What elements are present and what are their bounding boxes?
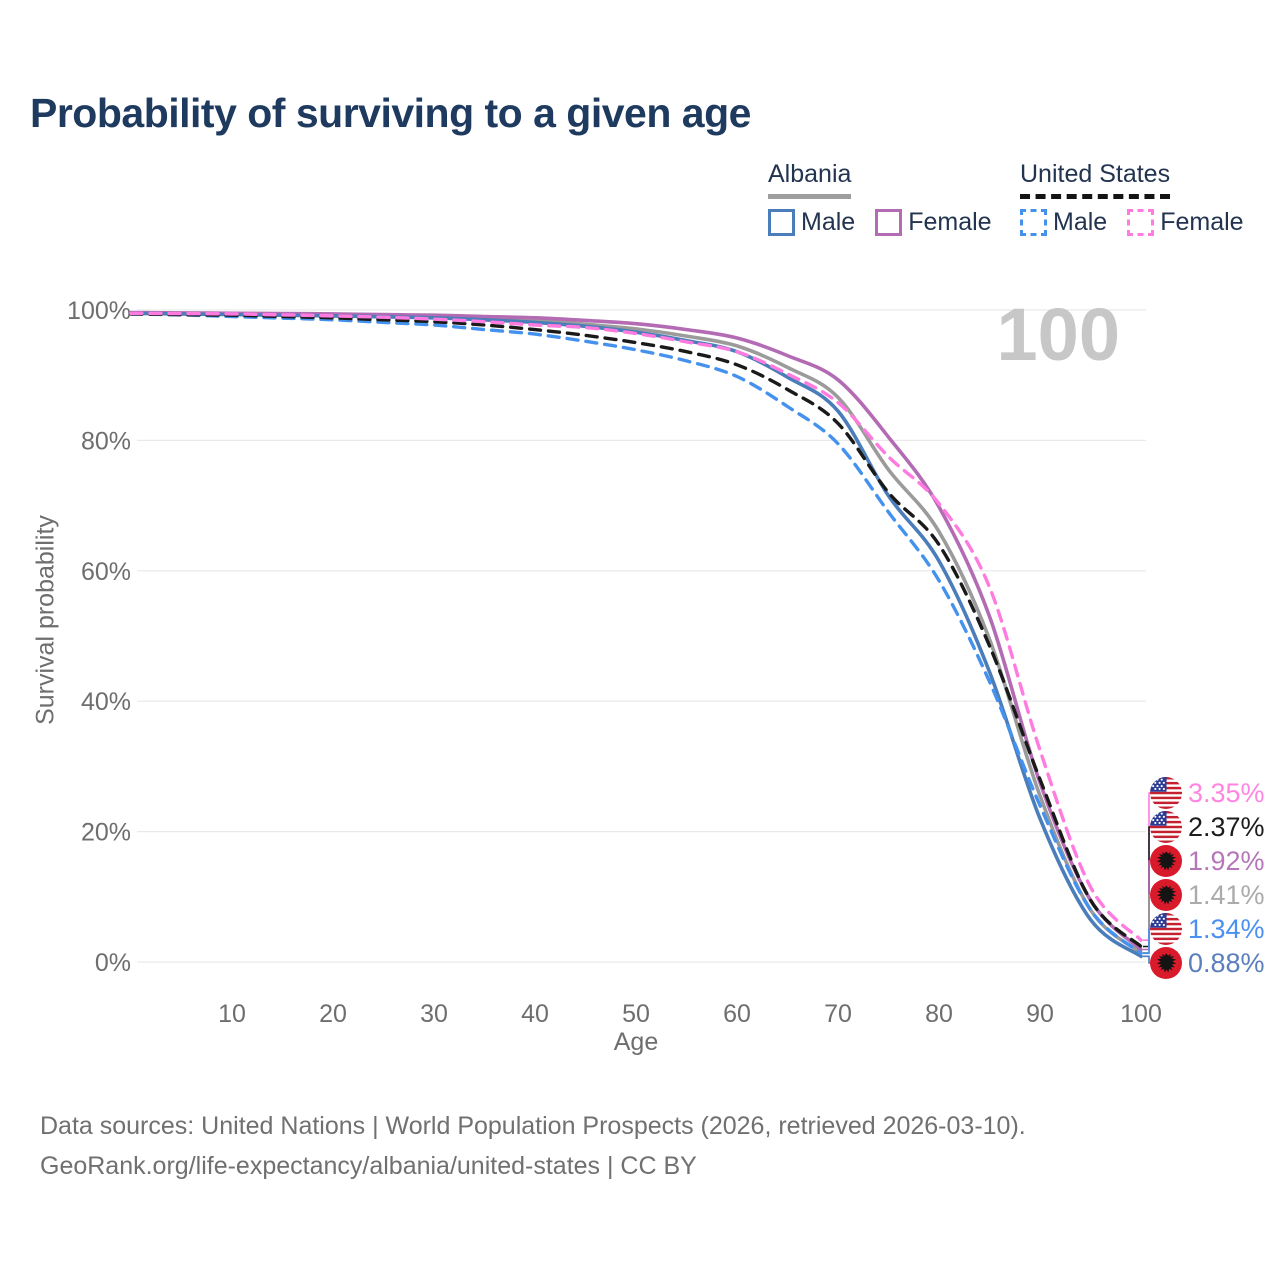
us-male-swatch-icon bbox=[1020, 209, 1047, 236]
legend-group-united-states: United States Male Female bbox=[1020, 160, 1244, 237]
end-label-united-states-male: 1.34% bbox=[1150, 912, 1265, 946]
albania-female-swatch-icon bbox=[875, 209, 903, 236]
y-tick-label: 0% bbox=[95, 949, 131, 977]
legend-label: Female bbox=[1160, 208, 1244, 236]
end-label-united-states-total: 2.37% bbox=[1150, 810, 1265, 844]
end-label-albania-male: 0.88% bbox=[1150, 946, 1265, 980]
legend-group-albania: Albania Male Female bbox=[768, 160, 992, 237]
us-flag-icon bbox=[1150, 777, 1182, 809]
legend-label: Male bbox=[801, 208, 856, 236]
legend-label: Male bbox=[1053, 208, 1108, 236]
end-label-value: 2.37% bbox=[1188, 811, 1265, 842]
end-label-value: 0.88% bbox=[1188, 947, 1265, 978]
albania-flag-icon bbox=[1150, 879, 1182, 911]
albania-male-swatch-icon bbox=[768, 209, 795, 236]
series-line-united-states-male bbox=[129, 312, 1143, 955]
x-tick-label: 30 bbox=[420, 1000, 448, 1028]
series-line-albania-total bbox=[129, 311, 1143, 955]
y-tick-label: 80% bbox=[81, 427, 131, 455]
legend-item-us-female: Female bbox=[1127, 208, 1244, 237]
x-tick-label: 50 bbox=[622, 1000, 650, 1028]
albania-flag-icon bbox=[1150, 845, 1182, 877]
x-tick-label: 80 bbox=[925, 1000, 953, 1028]
albania-flag-icon bbox=[1150, 947, 1182, 979]
page-title: Probability of surviving to a given age bbox=[30, 90, 751, 136]
y-tick-label: 40% bbox=[81, 688, 131, 716]
x-tick-label: 60 bbox=[723, 1000, 751, 1028]
series-line-united-states-total bbox=[129, 312, 1143, 949]
footer-data-sources: Data sources: United Nations | World Pop… bbox=[40, 1112, 1026, 1140]
end-label-albania-total: 1.41% bbox=[1150, 878, 1265, 912]
x-axis-title: Age bbox=[613, 1028, 659, 1056]
x-tick-label: 100 bbox=[1120, 1000, 1162, 1028]
end-label-value: 3.35% bbox=[1188, 777, 1265, 808]
legend-country-albania: Albania bbox=[768, 160, 852, 199]
y-tick-label: 100% bbox=[67, 297, 131, 325]
footer: Data sources: United Nations | World Pop… bbox=[40, 1106, 1026, 1186]
end-label-albania-female: 1.92% bbox=[1150, 844, 1265, 878]
age-counter-watermark: 100 bbox=[996, 293, 1120, 376]
legend-items-united-states: Male Female bbox=[1020, 208, 1244, 237]
x-tick-label: 90 bbox=[1026, 1000, 1054, 1028]
footer-attribution: GeoRank.org/life-expectancy/albania/unit… bbox=[40, 1152, 697, 1180]
legend-item-us-male: Male bbox=[1020, 208, 1107, 237]
end-label-value: 1.34% bbox=[1188, 913, 1265, 944]
legend-label: Female bbox=[908, 208, 992, 236]
x-tick-label: 40 bbox=[521, 1000, 549, 1028]
legend-items-albania: Male Female bbox=[768, 208, 992, 237]
legend-country-united-states: United States bbox=[1020, 160, 1171, 199]
end-label-value: 1.92% bbox=[1188, 845, 1265, 876]
us-female-swatch-icon bbox=[1127, 209, 1155, 236]
x-tick-label: 70 bbox=[824, 1000, 852, 1028]
end-label-value: 1.41% bbox=[1188, 879, 1265, 910]
series-line-united-states-female bbox=[129, 311, 1143, 942]
y-tick-label: 60% bbox=[81, 558, 131, 586]
x-tick-label: 10 bbox=[218, 1000, 246, 1028]
us-flag-icon bbox=[1150, 913, 1182, 945]
x-tick-label: 20 bbox=[319, 1000, 347, 1028]
legend-item-albania-female: Female bbox=[875, 208, 992, 237]
us-flag-icon bbox=[1150, 811, 1182, 843]
end-label-united-states-female: 3.35% bbox=[1150, 776, 1265, 810]
legend-item-albania-male: Male bbox=[768, 208, 855, 237]
y-axis-title: Survival probability bbox=[31, 515, 60, 725]
y-tick-label: 20% bbox=[81, 819, 131, 847]
series-line-albania-female bbox=[129, 310, 1143, 952]
